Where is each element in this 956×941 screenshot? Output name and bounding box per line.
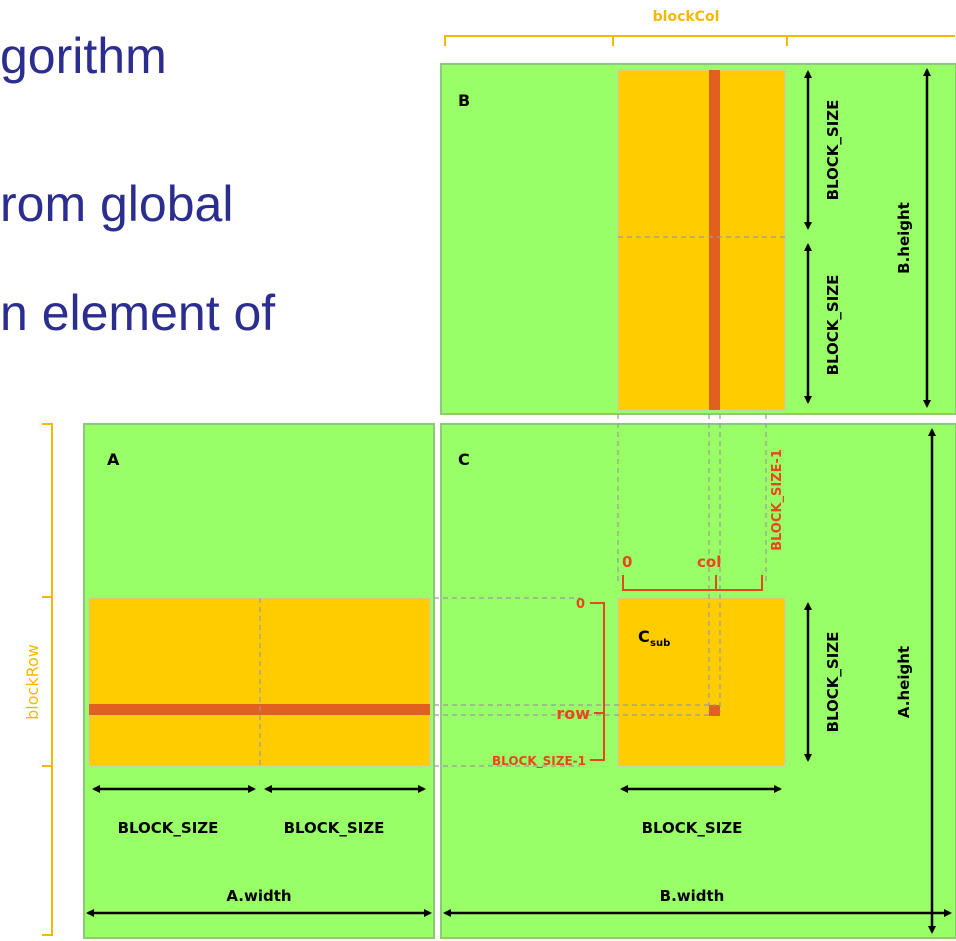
a-block-size-label-1: BLOCK_SIZE (118, 819, 219, 837)
col-index-bracket: 0 col BLOCK_SIZE-1 (622, 449, 785, 591)
matrix-a: A BLOCK_SIZE BLOCK_SIZE A.width (83, 423, 435, 939)
col-block-size-minus-1-label: BLOCK_SIZE-1 (770, 449, 785, 551)
b-block-size-label-1: BLOCK_SIZE (824, 100, 842, 201)
matrix-b-label: B (458, 91, 470, 110)
slide-text-line-1: gorithm (0, 28, 167, 84)
block-row-brace: blockRow (23, 423, 53, 936)
block-col-brace: blockCol (444, 9, 955, 46)
matrix-c: C C sub 0 col BLOCK_SIZE-1 0 row BLOCK_S… (434, 414, 956, 939)
c-element (709, 705, 720, 716)
matrix-c-label: C (458, 450, 470, 469)
c-sub-block (617, 597, 786, 767)
block-row-label: blockRow (23, 644, 42, 720)
a-width-label: A.width (226, 887, 291, 905)
row-block-size-minus-1-label: BLOCK_SIZE-1 (492, 754, 586, 769)
a-block-size-label-2: BLOCK_SIZE (284, 819, 385, 837)
c-sub-label-main: C (638, 627, 650, 646)
a-height-label: A.height (895, 646, 913, 718)
col-zero-label: 0 (622, 553, 632, 571)
slide-text-line-2: rom global (0, 176, 234, 232)
b-height-label: B.height (895, 202, 913, 274)
block-col-label: blockCol (653, 9, 720, 25)
row-index-bracket: 0 row BLOCK_SIZE-1 (492, 597, 605, 769)
matrix-a-label: A (107, 450, 120, 469)
projection-lines (434, 414, 767, 767)
c-block-size-vertical-label: BLOCK_SIZE (824, 632, 842, 733)
col-label: col (697, 553, 721, 571)
slide-text-line-3: n element of (0, 285, 276, 341)
matrix-b: B BLOCK_SIZE BLOCK_SIZE B.height (440, 63, 956, 415)
row-zero-label: 0 (576, 597, 585, 612)
c-sub-label-subscript: sub (650, 638, 670, 649)
b-block-size-label-2: BLOCK_SIZE (824, 275, 842, 376)
c-block-size-horizontal-label: BLOCK_SIZE (642, 819, 743, 837)
b-width-label: B.width (660, 887, 725, 905)
b-column-block (617, 69, 786, 411)
b-column-strip (709, 70, 720, 410)
row-label: row (556, 704, 590, 723)
